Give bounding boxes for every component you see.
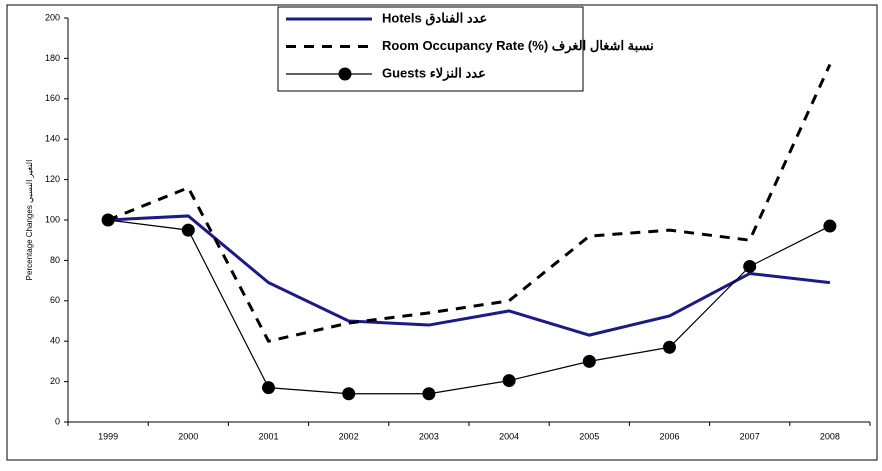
y-tick-label: 120 [45, 174, 60, 184]
x-tick-label: 2004 [499, 431, 519, 441]
legend-label: Guests عدد النزلاء [382, 65, 486, 81]
y-tick-label: 180 [45, 53, 60, 63]
data-point [262, 381, 275, 395]
data-point [582, 354, 596, 368]
data-point [743, 259, 757, 273]
data-point [663, 340, 676, 354]
legend-label: Room Occupancy Rate (%) نسبة اشغال الغرف [382, 38, 654, 54]
x-tick-label: 2002 [339, 431, 359, 441]
y-tick-label: 60 [50, 295, 60, 305]
legend-marker [338, 67, 352, 81]
series-line [107, 63, 832, 343]
y-tick-label: 100 [45, 214, 60, 224]
y-tick-label: 140 [45, 134, 60, 144]
y-tick-label: 0 [55, 416, 60, 426]
y-tick-label: 40 [50, 336, 60, 346]
legend-label: Hotels عدد الفنادق [382, 10, 487, 26]
data-point [101, 213, 115, 227]
x-tick-label: 2007 [740, 431, 760, 441]
x-tick-label: 1999 [98, 431, 118, 441]
y-tick-label: 20 [50, 376, 60, 386]
data-point [422, 387, 436, 401]
legend-box [277, 6, 584, 92]
x-tick-label: 2008 [820, 431, 840, 441]
x-tick-label: 2001 [258, 431, 278, 441]
x-tick-label: 2000 [178, 431, 198, 441]
y-tick-label: 160 [45, 93, 60, 103]
data-point [181, 223, 195, 237]
x-tick-label: 2005 [579, 431, 599, 441]
y-tick-label: 80 [50, 255, 60, 265]
data-point [342, 387, 356, 401]
series-line [108, 214, 831, 337]
data-point [823, 219, 837, 233]
y-tick-label: 200 [45, 12, 60, 22]
data-point [502, 374, 516, 388]
x-tick-label: 2003 [419, 431, 439, 441]
y-axis-label: Percentage Changes التغير النسبي [25, 160, 34, 281]
series-line [108, 219, 831, 395]
x-tick-label: 2006 [659, 431, 679, 441]
